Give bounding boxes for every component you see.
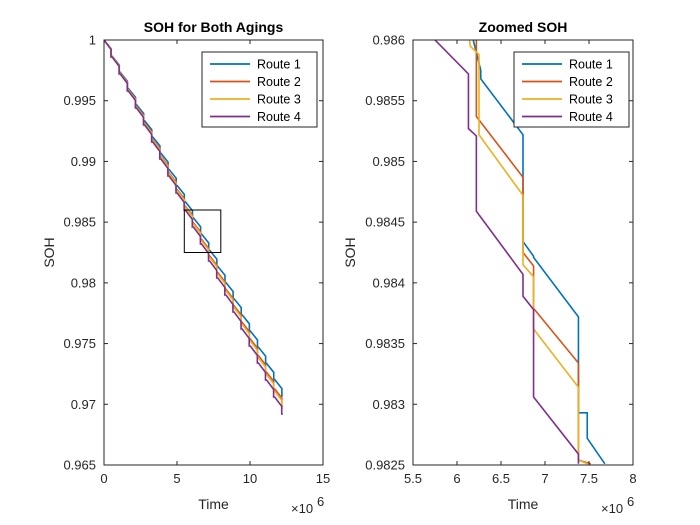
x-tick-label: 5 [173, 471, 180, 486]
legend: Route 1 Route 2 Route 3 Route 4 [513, 51, 630, 128]
y-tick-label: 0.985 [63, 215, 96, 230]
y-tick-label: 0.965 [63, 458, 96, 473]
legend-label-3: Route 3 [569, 93, 613, 107]
axes-left: 0 5 10 15 0.965 0.97 0.975 0.98 0.985 0.99 0.995 1 S… [41, 19, 330, 516]
x-tick-label: 7 [541, 471, 548, 486]
x-tick-label: 7.5 [580, 471, 598, 486]
y-axis-label: SOH [41, 237, 57, 267]
y-tick-label: 0.99 [71, 154, 96, 169]
x-exponent-base: ×10 [601, 501, 623, 516]
x-tick-label: 5.5 [404, 471, 422, 486]
y-axis-label: SOH [342, 237, 358, 267]
legend-label-4: Route 4 [569, 110, 613, 124]
series-group [104, 40, 283, 415]
legend-label-1: Route 1 [257, 58, 301, 72]
legend-label-2: Route 2 [257, 75, 301, 89]
x-tick-label: 0 [100, 471, 107, 486]
y-tick-label: 0.995 [63, 93, 96, 108]
y-tick-label: 1 [89, 33, 96, 48]
y-tick-label: 0.984 [372, 275, 405, 290]
axes-frame [103, 39, 324, 466]
x-exponent-power: 6 [627, 494, 634, 509]
y-tick-label: 0.98 [71, 275, 96, 290]
legend: Route 1 Route 2 Route 3 Route 4 [201, 51, 318, 128]
legend-label-4: Route 4 [257, 110, 301, 124]
x-axis-label: Time [198, 496, 229, 512]
y-tick-label: 0.985 [372, 154, 405, 169]
axes-frame [412, 39, 634, 466]
y-tick-label: 0.986 [372, 33, 405, 48]
x-axis-label: Time [508, 496, 539, 512]
x-tick-label: 10 [243, 471, 257, 486]
axes-right: 5.5 6 6.5 7 7.5 8 0.9825 0.983 0.9835 0.984 0.9845… [342, 19, 637, 516]
x-exponent-power: 6 [317, 494, 324, 509]
x-exponent-base: ×10 [291, 501, 313, 516]
y-tick-label: 0.97 [71, 397, 96, 412]
zoom-box [183, 209, 222, 253]
series-group [434, 40, 606, 465]
series-line-4 [104, 40, 283, 415]
y-tick-label: 0.9835 [365, 336, 405, 351]
x-tick-label: 15 [316, 471, 330, 486]
legend-label-2: Route 2 [569, 75, 613, 89]
legend-label-1: Route 1 [569, 58, 613, 72]
chart-title: SOH for Both Agings [144, 19, 284, 35]
x-tick-label: 6.5 [492, 471, 510, 486]
y-tick-label: 0.9825 [365, 458, 405, 473]
y-tick-label: 0.9845 [365, 215, 405, 230]
chart-title: Zoomed SOH [479, 19, 568, 35]
y-tick-label: 0.983 [372, 397, 405, 412]
legend-label-3: Route 3 [257, 93, 301, 107]
x-tick-label: 8 [629, 471, 636, 486]
y-tick-label: 0.975 [63, 336, 96, 351]
series-line-1 [472, 40, 606, 465]
series-line-3 [468, 40, 588, 465]
series-line-4 [434, 40, 580, 464]
y-tick-label: 0.9855 [365, 93, 405, 108]
x-tick-label: 6 [453, 471, 460, 486]
